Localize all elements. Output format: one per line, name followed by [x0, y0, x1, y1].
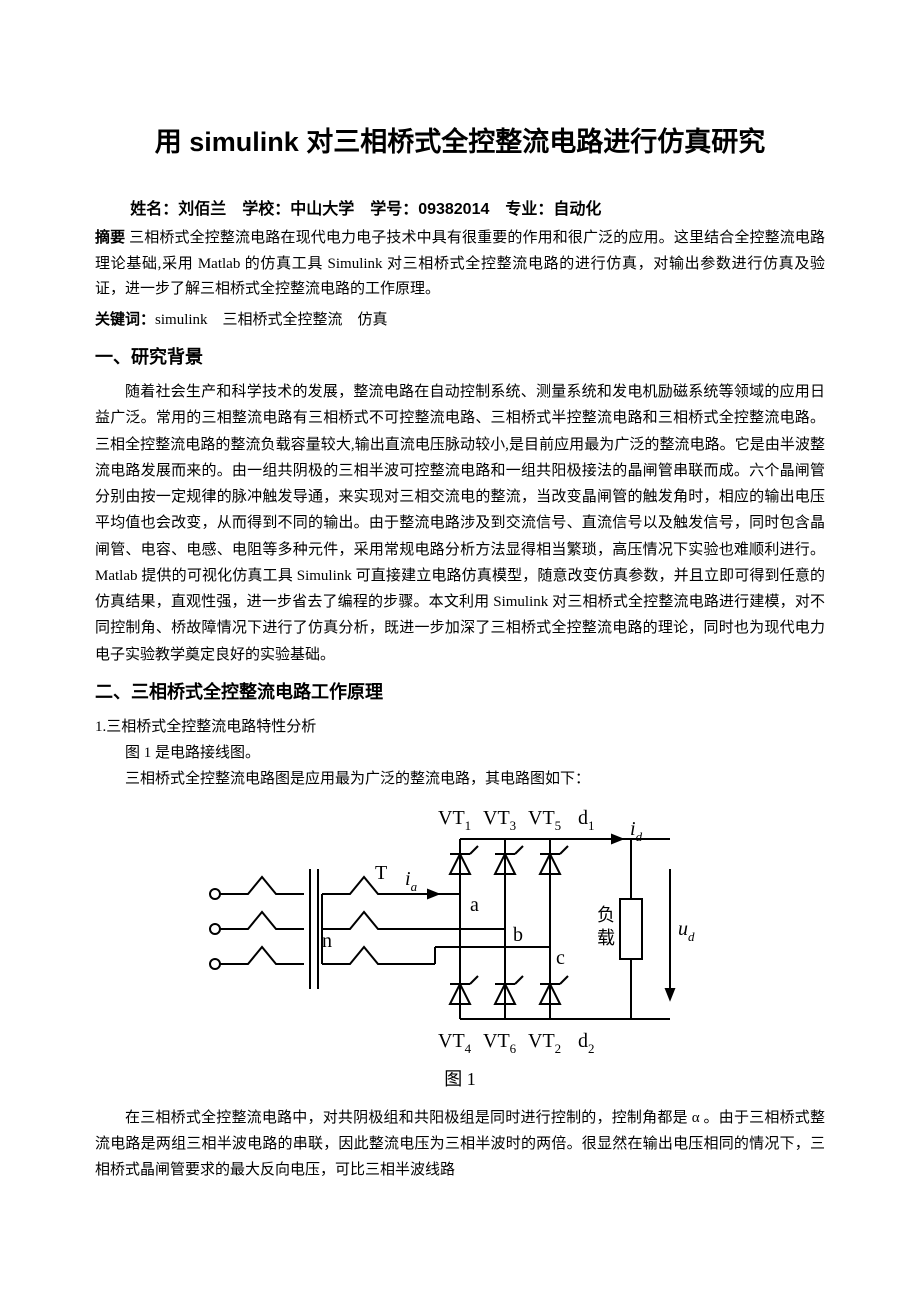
- section2-sub1: 1.三相桥式全控整流电路特性分析: [95, 714, 825, 740]
- svg-text:VT3: VT3: [483, 807, 516, 833]
- label-vt3: VT: [483, 807, 510, 829]
- label-vt5: VT: [528, 807, 555, 829]
- label-d2-sub: 2: [588, 1041, 595, 1056]
- label-vt3-sub: 3: [510, 818, 517, 833]
- svg-text:ud: ud: [678, 918, 695, 944]
- label-ud: u: [678, 918, 688, 940]
- abstract-label: 摘要: [95, 229, 125, 246]
- svg-text:VT5: VT5: [528, 807, 561, 833]
- keywords-label: 关键词：: [95, 311, 155, 328]
- svg-text:VT4: VT4: [438, 1030, 472, 1056]
- section2-para-after-fig: 在三相桥式全控整流电路中，对共阴极组和共阳极组是同时进行控制的，控制角都是 α …: [95, 1105, 825, 1184]
- label-d2: d: [578, 1030, 588, 1052]
- abstract: 摘要 三相桥式全控整流电路在现代电力电子技术中具有很重要的作用和很广泛的应用。这…: [95, 225, 825, 303]
- section1-para: 随着社会生产和科学技术的发展，整流电路在自动控制系统、测量系统和发电机励磁系统等…: [95, 379, 825, 668]
- label-load-1: 负: [597, 905, 615, 925]
- page: 用 simulink 对三相桥式全控整流电路进行仿真研究 姓名：刘佰兰 学校：中…: [0, 0, 920, 1302]
- label-ia-sub: a: [411, 879, 418, 894]
- label-ud-sub: d: [688, 929, 695, 944]
- label-vt2-sub: 2: [555, 1041, 562, 1056]
- abstract-text: 三相桥式全控整流电路在现代电力电子技术中具有很重要的作用和很广泛的应用。这里结合…: [95, 230, 825, 297]
- label-T: T: [375, 862, 387, 884]
- label-vt6: VT: [483, 1030, 510, 1052]
- svg-text:ia: ia: [405, 868, 418, 894]
- label-vt1-sub: 1: [465, 818, 472, 833]
- keywords: 关键词：simulink 三相桥式全控整流 仿真: [95, 307, 825, 334]
- label-n: n: [322, 930, 332, 952]
- section2-line2: 三相桥式全控整流电路图是应用最为广泛的整流电路，其电路图如下：: [95, 766, 825, 792]
- page-title: 用 simulink 对三相桥式全控整流电路进行仿真研究: [95, 120, 825, 159]
- figure-1: T ia n a b c VT1 VT3 VT5 d1 VT4 VT6 VT2 …: [200, 799, 720, 1059]
- byline: 姓名：刘佰兰 学校：中山大学 学号：09382014 专业：自动化: [95, 195, 825, 219]
- label-id-sub: d: [636, 829, 643, 844]
- section2-heading: 二、三相桥式全控整流电路工作原理: [95, 678, 825, 704]
- label-b: b: [513, 924, 523, 946]
- label-load-2: 载: [597, 928, 615, 948]
- label-c: c: [556, 947, 565, 969]
- svg-text:VT1: VT1: [438, 807, 471, 833]
- svg-text:VT6: VT6: [483, 1030, 517, 1056]
- svg-text:d1: d1: [578, 807, 595, 833]
- circuit-diagram: T ia n a b c VT1 VT3 VT5 d1 VT4 VT6 VT2 …: [200, 799, 720, 1059]
- section1-heading: 一、研究背景: [95, 343, 825, 369]
- label-vt4: VT: [438, 1030, 465, 1052]
- label-vt4-sub: 4: [465, 1041, 472, 1056]
- svg-text:d2: d2: [578, 1030, 595, 1056]
- label-vt6-sub: 6: [510, 1041, 517, 1056]
- svg-text:VT2: VT2: [528, 1030, 561, 1056]
- label-d1: d: [578, 807, 588, 829]
- section2-line1: 图 1 是电路接线图。: [95, 740, 825, 766]
- label-a: a: [470, 894, 479, 916]
- label-vt5-sub: 5: [555, 818, 562, 833]
- label-vt2: VT: [528, 1030, 555, 1052]
- figure-1-caption: 图 1: [95, 1065, 825, 1091]
- keywords-text: simulink 三相桥式全控整流 仿真: [155, 312, 388, 328]
- label-d1-sub: 1: [588, 818, 595, 833]
- label-vt1: VT: [438, 807, 465, 829]
